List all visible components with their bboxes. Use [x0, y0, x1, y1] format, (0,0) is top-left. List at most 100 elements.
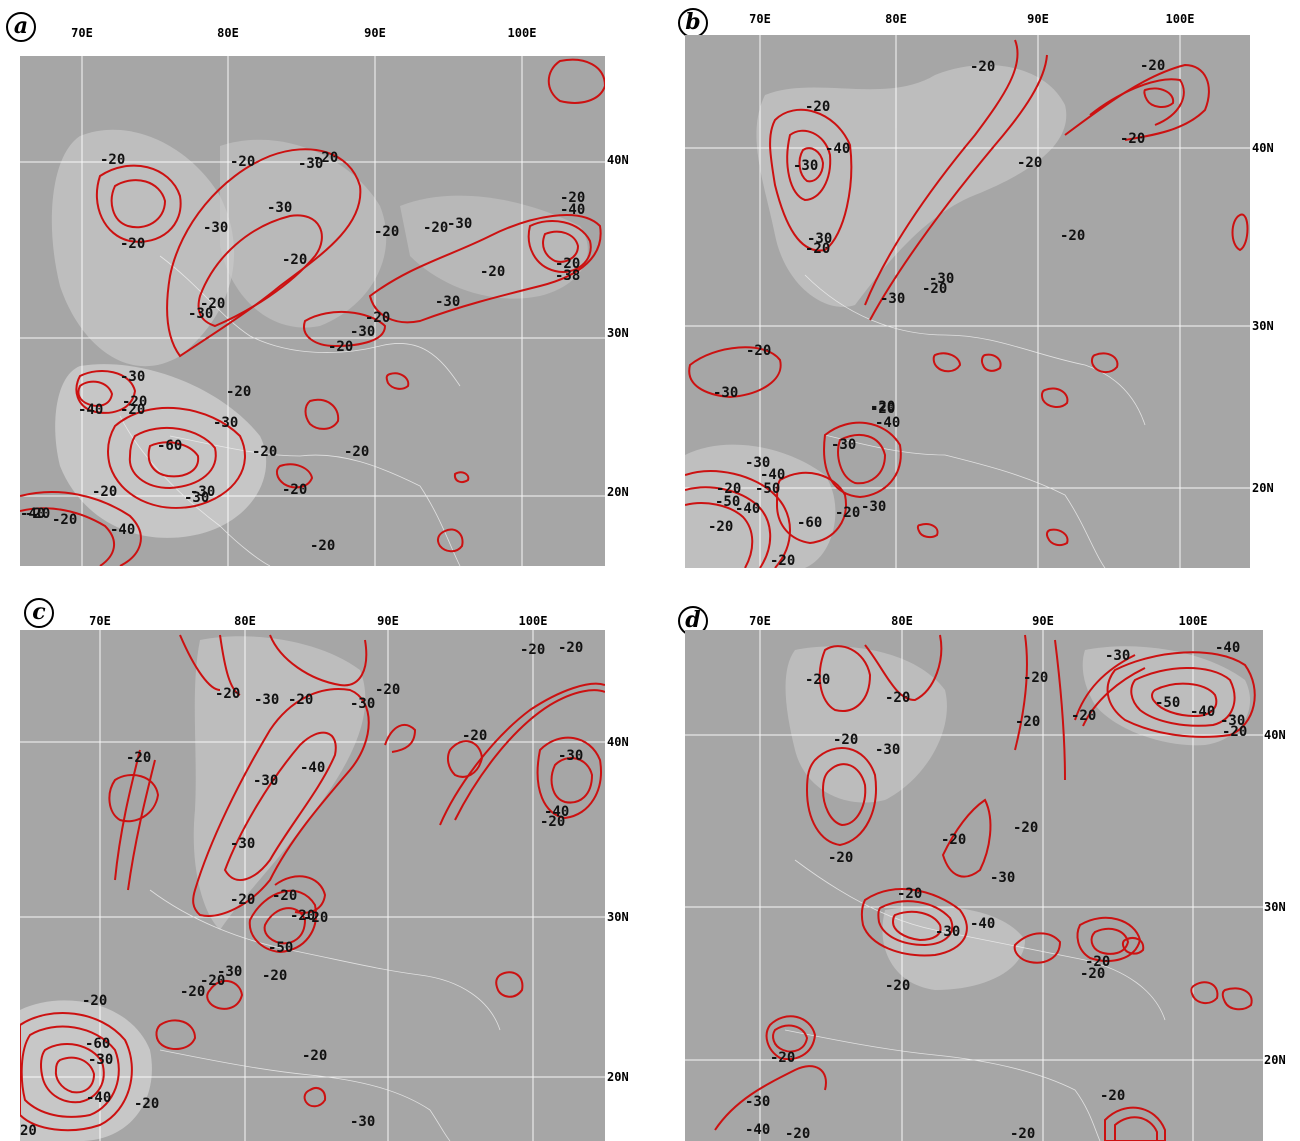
satellite-map-c: -20 -20 -20 -30 -20 -20 -30 -20 -40 -30 … [20, 630, 605, 1141]
contour-label: -20 [828, 850, 853, 866]
contour-label: -20 [770, 1050, 795, 1066]
contour-label: -60 [85, 1036, 110, 1052]
contour-labels: -20 -20 -20 -30 -40 -20 -20 -50 -40 -30 … [745, 640, 1247, 1141]
contour-label: -20 [282, 482, 307, 498]
contour-label: -20 [310, 538, 335, 554]
contour-label: -20 [374, 224, 399, 240]
contour-label: -60 [157, 438, 182, 454]
contour-label: -20 [313, 150, 338, 166]
coastline-borders [784, 859, 1166, 1141]
contour-label: -30 [745, 455, 770, 471]
lat-label-40n: 40N [1264, 728, 1286, 742]
contour-label: -20 [282, 252, 307, 268]
cloud-region [756, 65, 1067, 307]
contour-label: -30 [213, 415, 238, 431]
cloud-region [20, 1000, 152, 1141]
contour-label: -20 [1080, 966, 1105, 982]
contour-label: -20 [870, 399, 895, 415]
contour-label: -20 [25, 506, 50, 522]
contour-label: -20 [272, 888, 297, 904]
lon-label-70e: 70E [71, 26, 93, 40]
contour-label: -40 [86, 1090, 111, 1106]
contour-label: -20 [423, 220, 448, 236]
panel-c: c 70E 80E 90E 100E 40N 30N 20N [0, 590, 650, 1141]
contour-label: -30 [1220, 713, 1245, 729]
contour-label: -20 [785, 1126, 810, 1141]
contour-labels: -20 -20 -30 -20 -20 -30 -30 -20 -20 -30 … [20, 150, 585, 554]
contour-label: -20 [344, 444, 369, 460]
contour-label: -30 [298, 156, 323, 172]
lon-label-80e: 80E [885, 12, 907, 26]
contour-label: -20 [1222, 724, 1247, 740]
contour-label: -20 [558, 640, 583, 656]
contour-label: -20 [200, 973, 225, 989]
contour-label: -40 [560, 202, 585, 218]
cloud-region [193, 636, 366, 930]
contour-label: -30 [350, 324, 375, 340]
contour-label: -20 [1010, 1126, 1035, 1141]
contour-label: -20 [82, 993, 107, 1009]
contour-label: -20 [120, 236, 145, 252]
contour-label: -30 [1105, 648, 1130, 664]
contour-label: -30 [435, 294, 460, 310]
contour-label: -30 [254, 692, 279, 708]
contour-label: -20 [555, 256, 580, 272]
contour-label: -20 [835, 505, 860, 521]
contour-label: -20 [302, 1048, 327, 1064]
contour-label: -20 [941, 832, 966, 848]
contour-label: -20 [897, 886, 922, 902]
contour-label: -30 [88, 1052, 113, 1068]
contour-labels: -20 -20 -20 -20 -40 -30 -20 -20 -30 -20 … [708, 58, 1165, 568]
contour-label: -30 [188, 306, 213, 322]
contour-label: -20 [1017, 155, 1042, 171]
contour-label: -30 [861, 499, 886, 515]
lat-label-20n: 20N [607, 485, 629, 499]
contour-label: -20 [970, 59, 995, 75]
coastline-borders [119, 255, 461, 566]
contour-label: -20 [1140, 58, 1165, 74]
contour-label: -30 [203, 220, 228, 236]
contour-label: -20 [770, 553, 795, 568]
grid-lines [20, 56, 605, 566]
contour-label: -20 [462, 728, 487, 744]
contour-label: -20 [1013, 820, 1038, 836]
contour-label: -40 [735, 501, 760, 517]
contour-label: -20 [1085, 954, 1110, 970]
contour-label: -20 [560, 190, 585, 206]
contour-lines [685, 39, 1249, 568]
lon-label-70e: 70E [89, 614, 111, 628]
contour-lines [20, 634, 605, 1132]
contour-label: -40 [825, 141, 850, 157]
contour-label: -20 [180, 984, 205, 1000]
lon-label-80e: 80E [217, 26, 239, 40]
contour-label: -40 [1215, 640, 1240, 656]
contour-label: -20 [92, 484, 117, 500]
contour-label: -20 [365, 310, 390, 326]
contour-lines [714, 634, 1256, 1141]
contour-label: -20 [1120, 131, 1145, 147]
contour-label: -30 [831, 437, 856, 453]
lat-label-30n: 30N [607, 326, 629, 340]
panel-letter-b: b [678, 8, 708, 38]
contour-labels: -20 -20 -20 -30 -20 -20 -30 -20 -40 -30 … [20, 640, 583, 1139]
contour-label: -50 [755, 481, 780, 497]
contour-label: -20 [328, 339, 353, 355]
contour-label: -20 [288, 692, 313, 708]
contour-label: -20 [746, 343, 771, 359]
contour-label: -30 [929, 271, 954, 287]
lon-label-100e: 100E [507, 26, 537, 40]
lon-label-80e: 80E [234, 614, 256, 628]
contour-label: -30 [350, 1114, 375, 1130]
panel-a: a 70E 80E 90E 100E 40N 30N 20N [0, 0, 650, 570]
panel-letter-a: a [6, 12, 36, 42]
contour-label: -30 [190, 484, 215, 500]
contour-label: -20 [520, 642, 545, 658]
contour-label: -40 [544, 804, 569, 820]
lat-label-30n: 30N [1264, 900, 1286, 914]
lon-label-100e: 100E [1178, 614, 1208, 628]
lat-label-30n: 30N [607, 910, 629, 924]
contour-label: -30 [713, 385, 738, 401]
contour-label: -20 [805, 241, 830, 257]
contour-label: -20 [252, 444, 277, 460]
contour-label: -40 [78, 402, 103, 418]
